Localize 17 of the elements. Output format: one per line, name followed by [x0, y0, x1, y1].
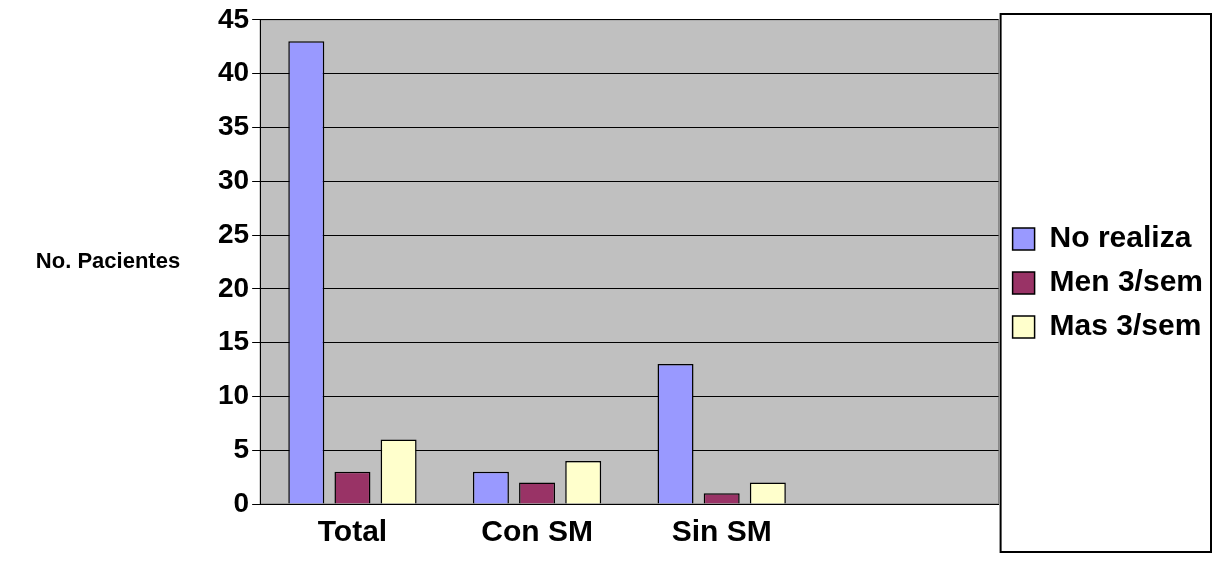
y-axis-title: No. Pacientes — [35, 247, 181, 273]
y-tick-label: 5 — [233, 432, 250, 464]
y-tick-label: 30 — [217, 163, 250, 195]
y-tick-label: 10 — [217, 379, 250, 411]
y-tick-label: 35 — [217, 110, 250, 142]
y-tick-label: 0 — [233, 486, 250, 518]
legend-label: No realiza — [1049, 220, 1192, 254]
legend-label: Men 3/sem — [1049, 264, 1204, 298]
y-tick-label: 25 — [217, 217, 250, 249]
legend-label: Mas 3/sem — [1049, 308, 1202, 342]
x-tick-label: Con SM — [481, 514, 593, 548]
x-tick-label: Sin SM — [671, 514, 772, 548]
y-tick-label: 45 — [217, 2, 250, 34]
x-tick-label: Total — [317, 514, 388, 548]
y-tick-label: 15 — [217, 325, 250, 357]
y-tick-label: 20 — [217, 271, 250, 303]
y-tick-label: 40 — [217, 56, 250, 88]
